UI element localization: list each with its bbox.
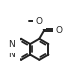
Text: O: O bbox=[36, 17, 43, 26]
Text: N: N bbox=[9, 40, 15, 49]
Text: N: N bbox=[9, 50, 15, 59]
Text: O: O bbox=[56, 26, 63, 35]
